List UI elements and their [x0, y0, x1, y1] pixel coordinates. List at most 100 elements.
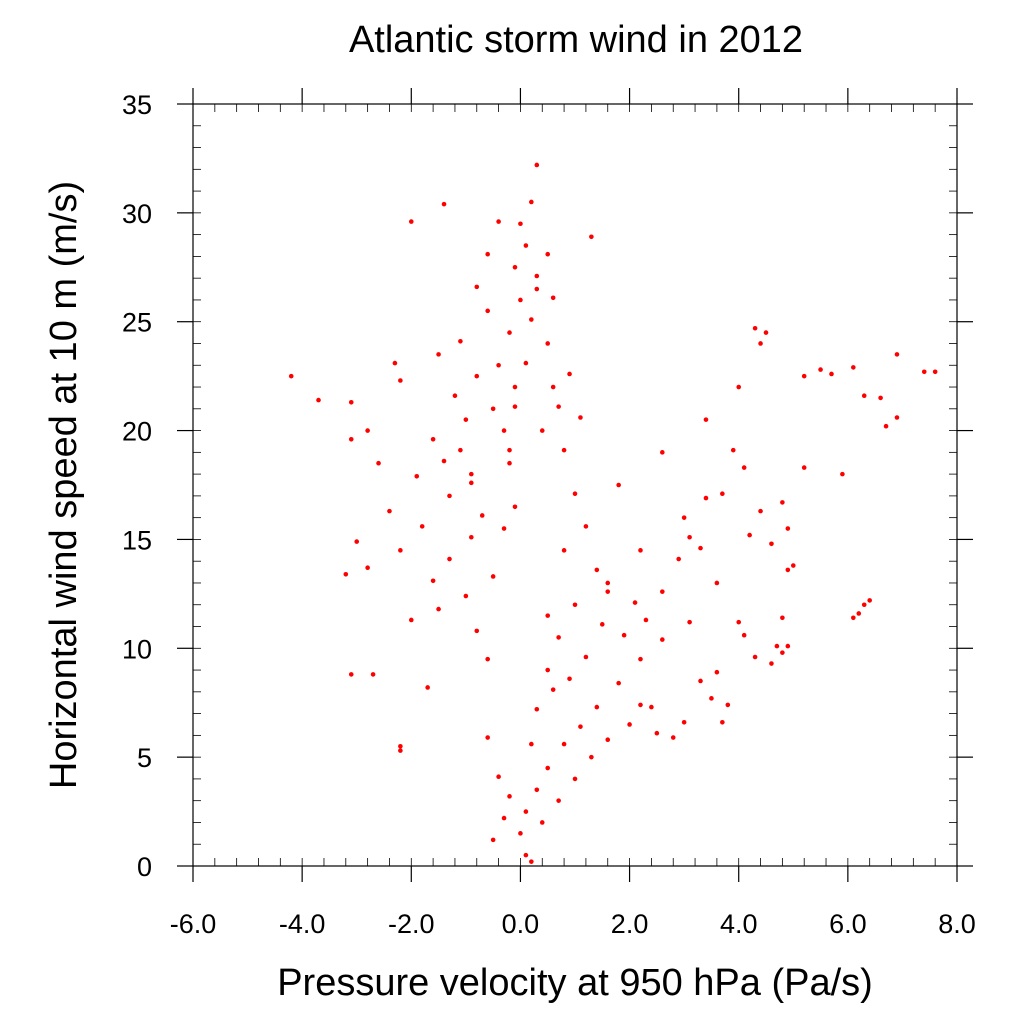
- scatter-point: [534, 273, 540, 279]
- scatter-point: [801, 465, 807, 470]
- scatter-point: [594, 704, 600, 710]
- scatter-point: [376, 460, 381, 466]
- scatter-point: [616, 680, 621, 686]
- scatter-point: [485, 308, 490, 314]
- scatter-point: [518, 297, 523, 303]
- x-tick-label: 8.0: [938, 909, 976, 939]
- scatter-point: [485, 656, 490, 662]
- scatter-point: [343, 571, 349, 577]
- scatter-point: [398, 378, 403, 383]
- scatter-point: [507, 447, 512, 453]
- scatter-point: [720, 720, 725, 725]
- scatter-point: [867, 598, 872, 603]
- scatter-points: [288, 162, 938, 864]
- scatter-point: [398, 548, 403, 553]
- scatter-point: [496, 362, 501, 368]
- y-tick-label: 15: [122, 525, 152, 555]
- x-tick-label: -6.0: [170, 909, 217, 939]
- x-tick-label: 4.0: [720, 909, 758, 939]
- scatter-point: [861, 602, 867, 608]
- major-ticks: [177, 88, 973, 882]
- scatter-point: [687, 619, 692, 625]
- scatter-point: [736, 384, 742, 390]
- scatter-point: [572, 602, 578, 608]
- scatter-point: [534, 162, 540, 168]
- scatter-point: [638, 656, 643, 662]
- scatter-point: [529, 859, 534, 864]
- scatter-point: [408, 219, 414, 224]
- scatter-point: [594, 567, 600, 573]
- chart-title: Atlantic storm wind in 2012: [349, 19, 803, 61]
- scatter-point: [469, 480, 474, 486]
- scatter-point: [774, 643, 780, 649]
- scatter-point: [452, 393, 458, 399]
- scatter-point: [348, 399, 354, 405]
- scatter-point: [780, 615, 785, 621]
- scatter-point: [851, 615, 856, 621]
- scatter-point: [714, 580, 720, 586]
- scatter-point: [534, 787, 540, 793]
- scatter-point: [851, 365, 856, 370]
- scatter-point: [534, 286, 540, 292]
- scatter-point: [523, 809, 529, 814]
- scatter-point: [501, 526, 507, 531]
- scatter-point: [829, 371, 834, 377]
- scatter-point: [288, 373, 294, 379]
- scatter-point: [763, 330, 769, 335]
- scatter-point: [894, 352, 900, 357]
- scatter-point: [736, 619, 742, 625]
- scatter-point: [490, 406, 496, 412]
- y-tick-label: 0: [137, 852, 152, 882]
- scatter-point: [703, 495, 709, 501]
- scatter-point: [474, 628, 480, 634]
- scatter-point: [436, 352, 441, 357]
- y-tick-labels: 0 5 10 15 20 25 30 35: [122, 90, 152, 882]
- plot-frame: [192, 103, 958, 867]
- scatter-point: [638, 702, 643, 708]
- scatter-point: [550, 687, 556, 692]
- scatter-point: [769, 661, 774, 666]
- scatter-point: [539, 428, 545, 433]
- scatter-point: [545, 613, 551, 618]
- scatter-point: [419, 524, 425, 529]
- scatter-point: [638, 548, 643, 553]
- scatter-point: [507, 330, 512, 335]
- scatter-point: [392, 360, 398, 366]
- scatter-point: [556, 798, 561, 803]
- scatter-point: [545, 765, 551, 771]
- scatter-point: [698, 545, 703, 551]
- scatter-point: [545, 667, 551, 673]
- scatter-point: [490, 574, 496, 579]
- scatter-point: [490, 837, 496, 843]
- scatter-point: [496, 219, 501, 224]
- scatter-point: [681, 515, 687, 520]
- scatter-point: [523, 852, 529, 858]
- y-tick-label: 5: [137, 743, 152, 773]
- x-tick-label: 6.0: [829, 909, 867, 939]
- scatter-point: [714, 669, 720, 675]
- scatter-point: [752, 654, 758, 660]
- scatter-point: [430, 436, 436, 442]
- scatter-point: [747, 532, 752, 538]
- scatter-point: [561, 447, 567, 453]
- scatter-point: [485, 251, 490, 257]
- scatter-point: [550, 384, 556, 390]
- scatter-point: [485, 735, 490, 740]
- scatter-point: [861, 393, 867, 399]
- scatter-point: [529, 317, 534, 322]
- scatter-point: [556, 404, 561, 409]
- scatter-point: [496, 774, 501, 780]
- scatter-point: [507, 794, 512, 799]
- scatter-point: [649, 704, 654, 710]
- scatter-point: [780, 650, 785, 655]
- x-tick-label: 0.0: [502, 909, 540, 939]
- y-tick-label: 20: [122, 417, 152, 447]
- x-axis-label: Pressure velocity at 950 hPa (Pa/s): [277, 962, 873, 1004]
- scatter-point: [398, 743, 403, 749]
- scatter-point: [878, 395, 883, 401]
- minor-ticks: [192, 103, 958, 867]
- scatter-point: [741, 632, 747, 638]
- scatter-point: [720, 491, 725, 497]
- scatter-point: [730, 447, 736, 453]
